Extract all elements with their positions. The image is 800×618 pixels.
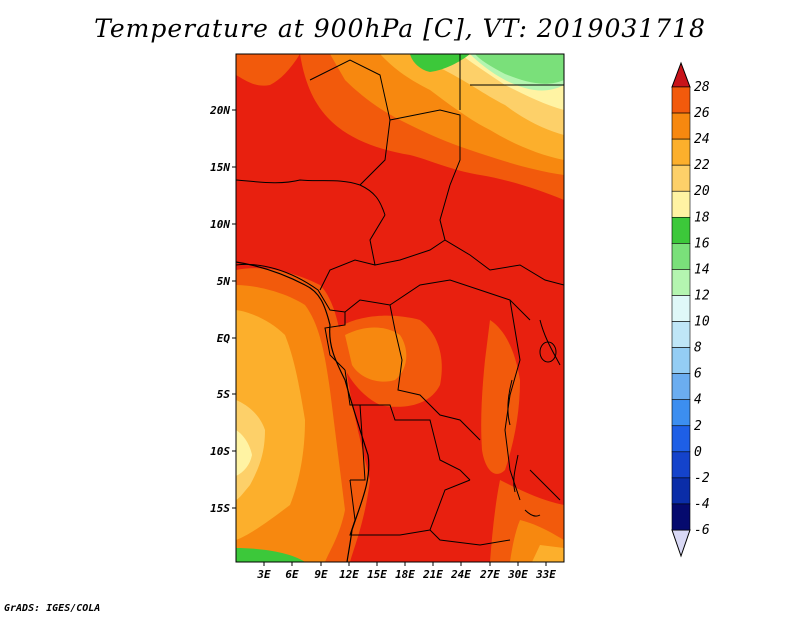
colorbar-max-arrow (671, 61, 691, 88)
colorbar-cell (671, 373, 691, 401)
colorbar-label: 12 (694, 288, 710, 303)
lon-label: 12E (339, 568, 359, 581)
colorbar-label: 28 (694, 80, 710, 95)
colorbar-label: -2 (694, 471, 710, 486)
colorbar-cell (671, 347, 691, 374)
colorbar-min-arrow (671, 529, 691, 558)
colorbar-cell (671, 269, 691, 296)
colorbar-label: 16 (694, 236, 710, 251)
lon-label: 18E (395, 568, 415, 581)
lon-label: 6E (285, 568, 299, 581)
colorbar-label: 10 (694, 315, 710, 330)
lat-label: 20N (209, 104, 230, 117)
lon-label: 27E (479, 568, 500, 581)
colorbar-label: 2 (694, 419, 702, 434)
colorbar-label: 26 (694, 106, 710, 121)
map-frame (235, 53, 565, 563)
colorbar-cell (671, 216, 691, 244)
lat-label: 10S (210, 445, 230, 458)
colorbar-label: 22 (694, 158, 710, 173)
colorbar-cell (671, 86, 691, 114)
lat-label: 15N (210, 161, 230, 174)
lat-label: EQ (217, 332, 231, 345)
lon-label: 3E (256, 568, 271, 581)
coastline (236, 261, 370, 562)
colorbar-cell (671, 190, 691, 218)
lon-label: 15E (367, 568, 387, 581)
longitude-axis: 3E 6E 9E 12E 15E 18E 21E 24E 27E 30E 33E (256, 562, 556, 581)
colorbar-cell (671, 164, 691, 192)
lat-label: 15S (210, 502, 230, 515)
colorbar-cell (671, 138, 691, 166)
lon-label: 30E (507, 568, 528, 581)
colorbar-label: 4 (694, 393, 702, 408)
colorbar-label: 20 (694, 184, 710, 199)
latitude-axis: 20N 15N 10N 5N EQ 5S 10S 15S (209, 104, 236, 515)
colorbar-cell (671, 399, 691, 427)
temperature-field (236, 54, 564, 562)
lon-label: 24E (450, 568, 471, 581)
lat-label: 5S (217, 388, 231, 401)
colorbar-cell (671, 321, 691, 348)
colorbar-label: -6 (694, 523, 710, 538)
lon-label: 9E (314, 568, 328, 581)
map-title: Temperature at 900hPa [C], VT: 201903171… (94, 14, 706, 43)
colorbar-cell (671, 451, 691, 479)
colorbar-label: 6 (694, 367, 702, 382)
colorbar-cell (671, 295, 691, 322)
colorbar-label: 14 (694, 262, 710, 277)
lat-label: 10N (210, 218, 230, 231)
colorbar-label: 0 (694, 445, 702, 460)
colorbar-cell (671, 243, 691, 270)
colorbar-label: 24 (694, 132, 710, 147)
colorbar-cell (671, 425, 691, 453)
colorbar-label: -4 (694, 497, 710, 512)
grads-credit: GrADS: IGES/COLA (4, 603, 101, 614)
colorbar-cell (671, 112, 691, 140)
lakes (507, 341, 557, 517)
colorbar-label: 8 (694, 341, 702, 356)
colorbar-label: 18 (694, 210, 710, 225)
colorbar-cell (671, 503, 691, 531)
country-borders (236, 54, 564, 546)
lon-label: 21E (422, 568, 443, 581)
colorbar-cell (671, 477, 691, 505)
lat-label: 5N (217, 275, 231, 288)
lon-label: 33E (535, 568, 556, 581)
